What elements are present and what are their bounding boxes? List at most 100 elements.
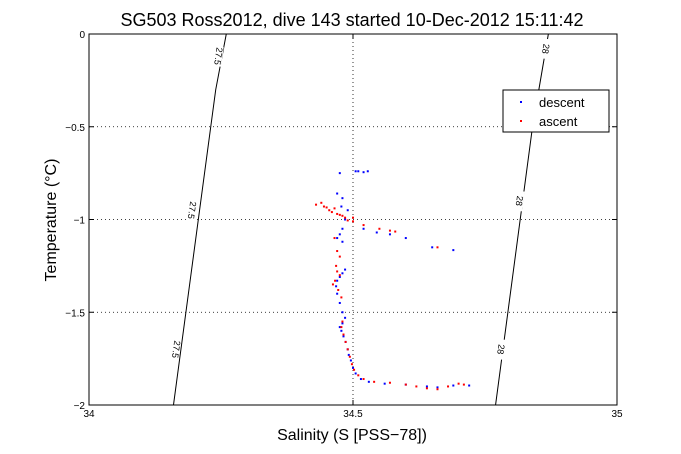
ascent-point [352, 216, 354, 219]
ascent-point [362, 378, 365, 381]
descent-point [468, 384, 471, 387]
isopycnal-label-bg [170, 338, 182, 360]
ascent-point [404, 383, 407, 386]
descent-point [341, 197, 344, 200]
descent-point [452, 249, 455, 252]
ascent-point [320, 201, 323, 204]
isopycnal-label-bg [513, 190, 525, 212]
x-tick-label: 34 [83, 409, 95, 420]
descent-point [352, 366, 354, 369]
ascent-point [338, 274, 341, 277]
descent-point [341, 227, 344, 230]
x-tick-label: 35 [611, 409, 623, 420]
y-tick-label: −2 [74, 401, 86, 412]
descent-point [431, 246, 434, 249]
ascent-point [336, 250, 339, 253]
descent-point [354, 170, 357, 173]
descent-point [338, 233, 341, 236]
legend: descent ascent [502, 89, 610, 133]
descent-point [366, 170, 369, 173]
descent-point [347, 353, 350, 356]
ascent-point [335, 264, 338, 267]
legend-ascent-marker [520, 120, 522, 122]
ascent-point [336, 212, 339, 215]
ascent-point [336, 270, 339, 273]
ascent-point [436, 246, 439, 249]
ascent-point [334, 279, 337, 282]
descent-point [341, 272, 344, 275]
ascent-point [362, 224, 365, 227]
ascent-point [415, 385, 418, 388]
isopycnal-label: 27.5 [212, 47, 224, 66]
isopycnal-label-bg [186, 199, 198, 221]
descent-point [336, 192, 339, 195]
descent-point [452, 384, 455, 387]
ascent-point [352, 220, 354, 223]
ascent-point [447, 385, 450, 388]
legend-box [502, 89, 610, 133]
descent-point [425, 385, 428, 388]
isopycnal-label-bg [495, 338, 507, 360]
ascent-point [338, 213, 341, 216]
descent-point [336, 237, 339, 240]
ascent-point [348, 355, 351, 358]
descent-point [335, 285, 338, 288]
legend-descent-marker [520, 101, 522, 103]
descent-point [338, 301, 341, 304]
ascent-point [457, 382, 460, 385]
isopycnal-label: 28 [540, 43, 551, 54]
descent-point [362, 227, 365, 230]
isopycnal-label: 28 [495, 344, 506, 355]
ascent-point [331, 283, 334, 286]
x-tick-label: 34.5 [343, 409, 363, 420]
descent-point [344, 316, 347, 319]
ascent-point [353, 368, 356, 371]
y-tick-label: −1.5 [65, 308, 85, 319]
ascent-point [378, 227, 381, 230]
y-tick-label: 0 [79, 30, 85, 41]
ascent-point [350, 363, 353, 366]
ascent-point [333, 207, 336, 210]
descent-point [341, 322, 344, 325]
ascent-point [325, 206, 328, 209]
legend-ascent-label: ascent [539, 114, 578, 129]
ascent-point [357, 374, 360, 377]
ascent-point [436, 388, 439, 391]
isopycnal-label-bg [212, 45, 224, 67]
descent-point [367, 380, 370, 383]
descent-point [341, 240, 344, 243]
descent-point [342, 335, 345, 338]
chart-title: SG503 Ross2012, dive 143 started 10-Dec-… [121, 10, 584, 30]
x-axis-label: Salinity (S [PSS−78]) [277, 427, 427, 444]
ascent-point [344, 216, 347, 219]
ascent-point [388, 229, 391, 232]
ascent-point [394, 230, 397, 233]
legend-descent-label: descent [539, 95, 585, 110]
descent-point [336, 279, 339, 282]
ascent-point [388, 381, 391, 384]
descent-point [340, 205, 343, 208]
descent-point [357, 170, 360, 173]
ascent-point [340, 296, 343, 299]
ascent-point [315, 203, 318, 206]
ascent-point [462, 383, 465, 386]
isopycnal-label: 27.5 [186, 201, 198, 220]
descent-point [341, 311, 344, 314]
descent-point [340, 329, 343, 332]
isopycnal-label: 27.5 [170, 340, 182, 359]
descent-point [344, 218, 347, 221]
descent-point [404, 237, 407, 240]
ascent-point [322, 205, 325, 208]
ascent-point [338, 255, 341, 258]
descent-point [388, 233, 391, 236]
ascent-point [425, 387, 428, 390]
plot-area: 27.5 27.5 27.5 28 28 28 34 34.5 35 0 −0.5 −1 −1.5 −2 [65, 30, 623, 420]
ascent-point [340, 326, 343, 329]
ascent-point [346, 219, 349, 222]
descent-point [349, 359, 352, 362]
ascent-point [373, 380, 376, 383]
isopycnal-label-bg [540, 38, 552, 60]
ascent-point [330, 211, 333, 214]
